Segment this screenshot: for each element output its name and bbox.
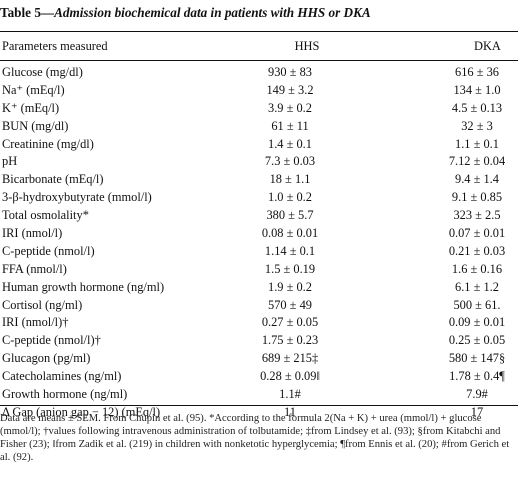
table-caption: Table 5—Admission biochemical data in pa… (0, 5, 371, 21)
param-cell: Cortisol (ng/ml) (2, 297, 83, 312)
dka-cell: 0.07 ± 0.01 (448, 226, 506, 241)
table-row: C-peptide (nmol/l)† 1.75 ± 0.23 0.25 ± 0.0… (0, 332, 518, 350)
dka-cell: 323 ± 2.5 (453, 208, 501, 223)
dka-cell: 0.25 ± 0.05 (448, 333, 506, 348)
dka-cell: 1.6 ± 0.16 (451, 261, 503, 276)
table-header-row: Parameters measured HHS DKA (0, 39, 518, 55)
param-cell: Human growth hormone (ng/ml) (2, 279, 165, 294)
table-row: Growth hormone (ng/ml) 1.1# 7.9# (0, 386, 518, 404)
hhs-cell: 1.0 ± 0.2 (268, 190, 312, 205)
dka-cell: 580 ± 147§ (448, 351, 506, 366)
table-row: IRI (nmol/l)† 0.27 ± 0.05 0.09 ± 0.01 (0, 314, 518, 332)
hhs-cell: 689 ± 215‡ (261, 351, 319, 366)
hhs-cell: 1.4 ± 0.1 (268, 136, 312, 151)
hhs-cell: 570 ± 49 (268, 297, 312, 312)
table-row: Catecholamines (ng/ml) 0.28 ± 0.09‖ 1.78 ±… (0, 368, 518, 386)
table-row: pH 7.3 ± 0.03 7.12 ± 0.04 (0, 153, 518, 171)
table-footnote: Data are means ± SEM. From Chupin et al.… (0, 413, 510, 464)
param-cell: Na⁺ (mEq/l) (2, 82, 65, 97)
table-row: Bicarbonate (mEq/l) 18 ± 1.1 9.4 ± 1.4 (0, 171, 518, 189)
dka-cell: 4.5 ± 0.13 (451, 100, 503, 115)
hhs-cell: 61 ± 11 (271, 118, 309, 133)
dka-cell: 9.4 ± 1.4 (455, 172, 499, 187)
table-row: Δ Gap (anion gap − 12) (mEq/l) 11 17 (0, 404, 518, 422)
dka-cell: 6.1 ± 1.2 (455, 279, 499, 294)
param-cell: Catecholamines (ng/ml) (2, 369, 122, 384)
hhs-cell: 380 ± 5.7 (266, 208, 314, 223)
param-cell: C-peptide (nmol/l) (2, 243, 95, 258)
dka-cell: 9.1 ± 0.85 (451, 190, 503, 205)
hhs-cell: 1.14 ± 0.1 (264, 243, 316, 258)
param-cell: pH (2, 154, 18, 169)
dka-cell: 32 ± 3 (461, 118, 493, 133)
param-cell: K⁺ (mEq/l) (2, 100, 60, 115)
table-label: Table 5— (0, 5, 55, 20)
dka-cell: 7.9# (466, 387, 488, 402)
hhs-cell: 149 ± 3.2 (266, 82, 314, 97)
param-cell: FFA (nmol/l) (2, 261, 67, 276)
header-rule (0, 60, 518, 61)
dka-cell: 500 ± 61. (453, 297, 501, 312)
column-header-hhs: HHS (294, 39, 320, 53)
hhs-cell: 0.28 ± 0.09‖ (260, 369, 320, 384)
table-row: Cortisol (ng/ml) 570 ± 49 500 ± 61. (0, 297, 518, 315)
table-row: Na⁺ (mEq/l) 149 ± 3.2 134 ± 1.0 (0, 82, 518, 100)
param-cell: BUN (mg/dl) (2, 118, 69, 133)
param-cell: 3-β-hydroxybutyrate (mmol/l) (2, 190, 152, 205)
dka-cell: 616 ± 36 (455, 65, 499, 79)
table-row: Human growth hormone (ng/ml) 1.9 ± 0.2 6.1… (0, 279, 518, 297)
dka-cell: 7.12 ± 0.04 (448, 154, 506, 169)
table-body: Glucose (mg/dl) 930 ± 83 616 ± 36 Na⁺ (mEq/… (0, 64, 518, 422)
dka-cell: 0.21 ± 0.03 (448, 243, 506, 258)
dka-cell: 17 (470, 404, 484, 419)
top-rule (0, 31, 518, 32)
hhs-cell: 0.08 ± 0.01 (261, 226, 319, 241)
dka-cell: 134 ± 1.0 (453, 82, 501, 97)
dka-cell: 0.09 ± 0.01 (448, 315, 506, 330)
table-row: IRI (nmol/l) 0.08 ± 0.01 0.07 ± 0.01 (0, 225, 518, 243)
column-header-param: Parameters measured (2, 39, 108, 53)
table-title: Admission biochemical data in patients w… (54, 5, 371, 20)
dka-cell: 1.1 ± 0.1 (455, 136, 499, 151)
param-cell: C-peptide (nmol/l)† (2, 333, 101, 348)
dka-cell: 1.78 ± 0.4¶ (449, 369, 505, 384)
param-cell: Glucagon (pg/ml) (2, 351, 91, 366)
param-cell: IRI (nmol/l)† (2, 315, 69, 330)
hhs-cell: 1.9 ± 0.2 (268, 279, 312, 294)
table-row: K⁺ (mEq/l) 3.9 ± 0.2 4.5 ± 0.13 (0, 100, 518, 118)
table-row: FFA (nmol/l) 1.5 ± 0.19 1.6 ± 0.16 (0, 261, 518, 279)
bottom-rule (0, 405, 518, 406)
hhs-cell: 7.3 ± 0.03 (264, 154, 316, 169)
table-row: Creatinine (mg/dl) 1.4 ± 0.1 1.1 ± 0.1 (0, 136, 518, 154)
param-cell: Bicarbonate (mEq/l) (2, 172, 104, 187)
table-row: Total osmolality* 380 ± 5.7 323 ± 2.5 (0, 207, 518, 225)
hhs-cell: 18 ± 1.1 (269, 172, 311, 187)
hhs-cell: 1.1# (279, 387, 301, 402)
param-cell: Growth hormone (ng/ml) (2, 387, 128, 402)
table-row: Glucose (mg/dl) 930 ± 83 616 ± 36 (0, 64, 518, 82)
hhs-cell: 1.75 ± 0.23 (261, 333, 319, 348)
table-row: 3-β-hydroxybutyrate (mmol/l) 1.0 ± 0.2 9.1… (0, 189, 518, 207)
hhs-cell: 0.27 ± 0.05 (261, 315, 319, 330)
param-cell: Δ Gap (anion gap − 12) (mEq/l) (2, 404, 161, 419)
param-cell: Total osmolality* (2, 208, 89, 223)
param-cell: Glucose (mg/dl) (2, 65, 83, 79)
hhs-cell: 1.5 ± 0.19 (264, 261, 316, 276)
table-row: Glucagon (pg/ml) 689 ± 215‡ 580 ± 147§ (0, 350, 518, 368)
hhs-cell: 930 ± 83 (268, 65, 312, 79)
table-row: C-peptide (nmol/l) 1.14 ± 0.1 0.21 ± 0.03 (0, 243, 518, 261)
hhs-cell: 3.9 ± 0.2 (268, 100, 312, 115)
table-row: BUN (mg/dl) 61 ± 11 32 ± 3 (0, 118, 518, 136)
param-cell: Creatinine (mg/dl) (2, 136, 94, 151)
param-cell: IRI (nmol/l) (2, 226, 63, 241)
column-header-dka: DKA (474, 39, 501, 53)
hhs-cell: 11 (284, 404, 296, 419)
